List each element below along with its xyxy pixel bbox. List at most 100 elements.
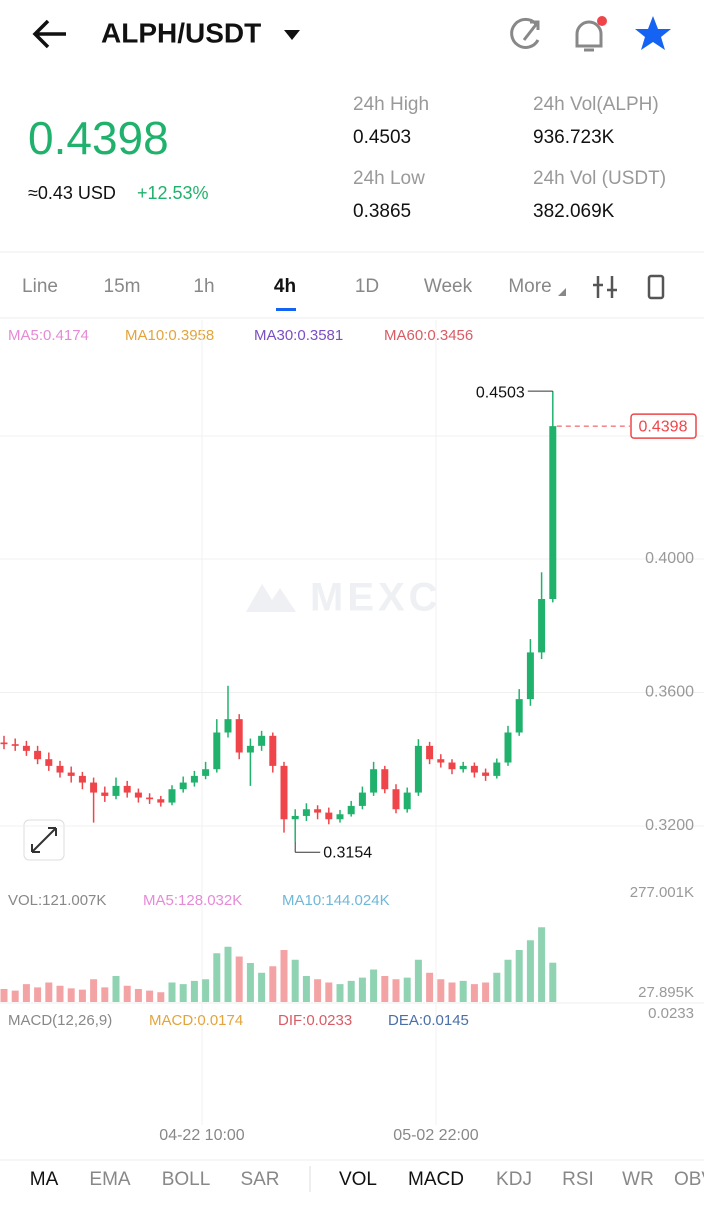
interval-tab[interactable]: Line: [22, 276, 58, 297]
volume-bar: [437, 979, 445, 1002]
indicator-tab[interactable]: MACD: [408, 1169, 464, 1190]
candle-body: [11, 744, 19, 746]
candle-body: [280, 765, 288, 820]
last-price-tag: [630, 413, 697, 439]
volume-bar: [347, 980, 355, 1002]
candle-body: [269, 735, 277, 766]
indicator-tab[interactable]: SAR: [240, 1169, 279, 1190]
candle-body: [179, 782, 187, 790]
candle-body: [358, 792, 366, 806]
candle-body: [101, 792, 109, 796]
candle-body: [112, 785, 120, 796]
share-icon[interactable]: [510, 17, 540, 49]
volume-bar: [56, 985, 64, 1002]
volume-bar: [0, 989, 8, 1002]
interval-tab[interactable]: Week: [424, 276, 473, 297]
volume-bar: [358, 977, 366, 1002]
back-icon[interactable]: [32, 19, 66, 49]
volume-bar: [179, 984, 187, 1002]
candle-body: [291, 815, 299, 820]
pair[interactable]: ALPH/USDT: [101, 17, 261, 48]
x-tick-label: 05-02 22:00: [393, 1127, 479, 1144]
volume-bar: [370, 969, 378, 1002]
candle-body: [448, 762, 456, 770]
volume-bar: [414, 959, 422, 1002]
indicator-tab[interactable]: KDJ: [496, 1169, 532, 1190]
watermark: MEXC: [310, 576, 442, 620]
vol-legend: MA10:144.024K: [282, 892, 390, 909]
volume-bar: [34, 987, 42, 1002]
interval-tab[interactable]: 15m: [104, 276, 141, 297]
candle-body: [213, 732, 221, 770]
copy-icon[interactable]: [647, 274, 665, 300]
stat-value: 936.723K: [533, 127, 615, 148]
volume-bar: [325, 982, 333, 1002]
macd-legend: MACD:0.0174: [149, 1012, 243, 1029]
volume-bar: [78, 989, 86, 1002]
ma-legend: MA30:0.3581: [254, 327, 343, 344]
x-tick-label: 04-22 10:00: [159, 1127, 245, 1144]
volume-bar: [112, 976, 120, 1002]
stat-label: 24h High: [353, 94, 429, 115]
indicator-tab[interactable]: MA: [30, 1169, 59, 1190]
volume-bar: [403, 977, 411, 1002]
volume-bar: [202, 979, 210, 1002]
volume-bar: [482, 982, 490, 1002]
interval-tab[interactable]: 4h: [274, 276, 296, 297]
favorite-icon[interactable]: [635, 16, 671, 50]
high-label: 0.4503: [476, 384, 525, 401]
candle-body: [504, 732, 512, 763]
indicator-tab[interactable]: BOLL: [162, 1169, 211, 1190]
settings-icon[interactable]: [593, 276, 617, 298]
indicator-tab[interactable]: VOL: [339, 1169, 377, 1190]
volume-bar: [146, 990, 154, 1002]
candle-body: [392, 789, 400, 810]
volume-bar: [549, 962, 557, 1002]
volume-bar: [448, 982, 456, 1002]
indicator-tab[interactable]: WR: [622, 1169, 654, 1190]
stat-value: 382.069K: [533, 201, 615, 222]
indicator-tab[interactable]: EMA: [89, 1169, 131, 1190]
candle-body: [67, 772, 75, 776]
candle-body: [370, 769, 378, 793]
tab-indicator: [276, 308, 296, 311]
candle-body: [347, 805, 355, 815]
ma-legend: MA60:0.3456: [384, 327, 473, 344]
candle-body: [34, 750, 42, 760]
volume-bar: [381, 976, 389, 1002]
dropdown-icon[interactable]: [284, 30, 300, 40]
volume-bar: [280, 950, 288, 1002]
macd-legend: MACD(12,26,9): [8, 1012, 112, 1029]
interval-tab[interactable]: 1D: [355, 276, 379, 297]
volume-bar: [246, 963, 254, 1002]
interval-tab[interactable]: 1h: [193, 276, 214, 297]
volume-bar: [45, 982, 53, 1002]
macd-legend: DEA:0.0145: [388, 1012, 469, 1029]
volume-bar: [470, 984, 478, 1002]
indicator-tab[interactable]: RSI: [562, 1169, 594, 1190]
vol-legend: VOL:121.007K: [8, 892, 106, 909]
candle-body: [258, 735, 266, 746]
stat-label: 24h Low: [353, 168, 425, 189]
candle-body: [526, 652, 534, 700]
macd-legend: DIF:0.0233: [278, 1012, 352, 1029]
candle-body: [549, 426, 557, 599]
volume-bar: [493, 972, 501, 1002]
candle-body: [0, 742, 8, 745]
stat-label: 24h Vol (USDT): [533, 168, 666, 189]
macd-axis-label: 0.0233: [648, 1005, 694, 1022]
fullscreen-icon: [31, 827, 57, 853]
indicator-tab[interactable]: OBV: [674, 1169, 704, 1190]
volume-bar: [224, 946, 232, 1002]
volume-bar: [392, 979, 400, 1002]
stat-value: 0.4503: [353, 127, 411, 148]
candle-body: [493, 762, 501, 776]
vol-axis-label: 277.001K: [630, 884, 694, 901]
volume-bar: [258, 972, 266, 1002]
bell-icon[interactable]: [575, 20, 603, 52]
candle-body: [45, 759, 53, 766]
interval-tab[interactable]: More: [508, 276, 551, 297]
stat-label: 24h Vol(ALPH): [533, 94, 659, 115]
badge: [597, 16, 607, 26]
